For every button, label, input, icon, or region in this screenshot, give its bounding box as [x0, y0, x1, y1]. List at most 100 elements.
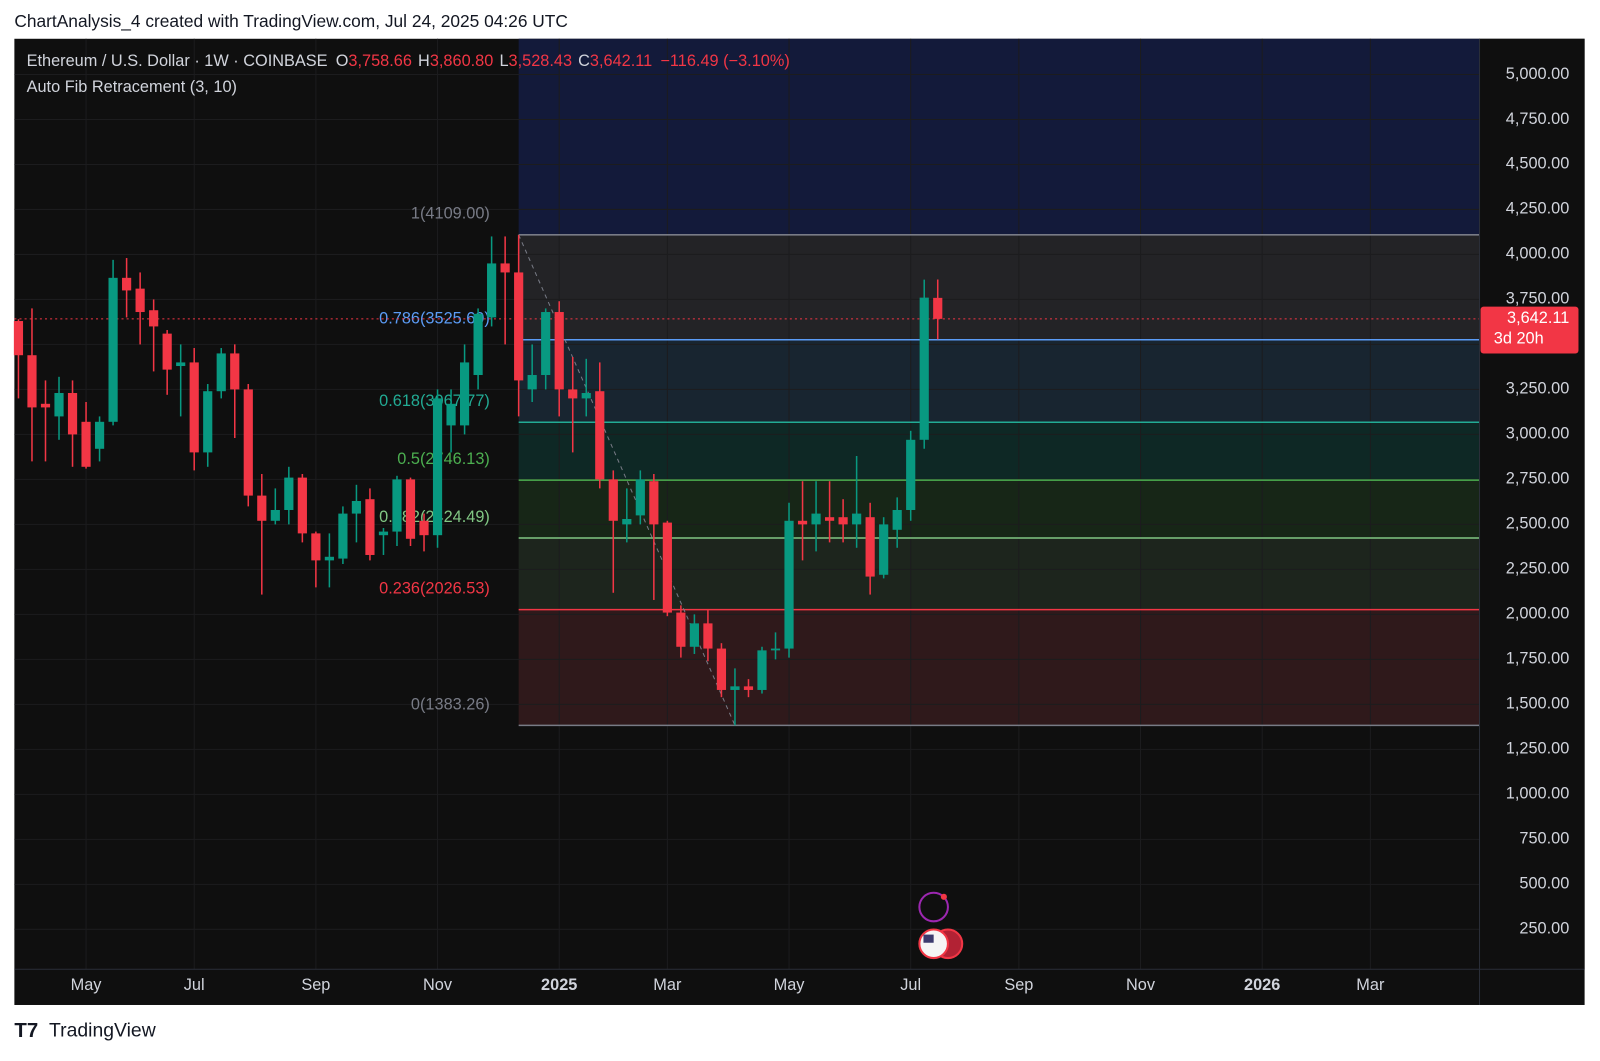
candle-body: [94, 421, 105, 449]
candle-body: [176, 362, 186, 367]
icon: [918, 891, 949, 923]
fib-label: 0.5(2746.13): [397, 450, 490, 468]
y-tick-label: 2,750.00: [1506, 470, 1570, 488]
icon: [940, 893, 947, 900]
fib-zone: [518, 422, 1480, 481]
candle-body: [906, 439, 916, 510]
last-price-box: [1480, 306, 1579, 354]
grid: [14, 38, 1480, 970]
candle-body: [189, 362, 199, 453]
candle-body: [351, 500, 362, 514]
x-tick-label: Nov: [1126, 976, 1156, 994]
candle-body: [581, 393, 591, 399]
candle-body: [203, 391, 213, 453]
ohlc-value: 3,528.43: [509, 53, 573, 71]
indicator-name: Auto Fib Retracement (3, 10): [27, 78, 237, 96]
y-tick-label: 500.00: [1519, 875, 1569, 893]
y-tick-label: 3,250.00: [1506, 380, 1570, 398]
y-tick-label: 1,250.00: [1506, 740, 1570, 758]
y-tick-label: 1,750.00: [1506, 650, 1570, 668]
y-tick-label: 2,250.00: [1506, 560, 1570, 578]
candle-body: [649, 481, 659, 525]
candle-body: [432, 398, 443, 536]
candle-body: [662, 522, 672, 613]
last-price-label: 3,642.11: [1507, 309, 1569, 327]
candle-body: [365, 499, 375, 555]
y-tick-label: 1,500.00: [1506, 695, 1570, 713]
candle-body: [716, 648, 727, 690]
candle-body: [933, 297, 943, 319]
ohlc-key: H: [418, 53, 430, 71]
x-tick-label: May: [774, 976, 806, 994]
candle-body: [378, 531, 389, 536]
fib-label: 0.236(2026.53): [379, 580, 490, 598]
fib-zone: [518, 38, 1480, 235]
candle-body: [257, 495, 267, 521]
candle-body: [743, 686, 754, 690]
x-tick-label: Jul: [184, 976, 205, 994]
candle-body: [892, 509, 902, 530]
fib-zone: [518, 537, 1480, 610]
y-tick-label: 250.00: [1519, 920, 1569, 938]
y-tick-label: 2,500.00: [1506, 515, 1570, 533]
candle-body: [487, 263, 497, 318]
candle-body: [54, 393, 64, 417]
y-tick-label: 3,750.00: [1506, 290, 1570, 308]
y-tick-label: 4,000.00: [1506, 245, 1570, 263]
icon: [918, 928, 949, 960]
x-tick-label: Sep: [1004, 976, 1033, 994]
candle-body: [757, 650, 767, 690]
icon: [923, 934, 934, 943]
candle-body: [824, 517, 835, 521]
x-tick-label: 2026: [1244, 976, 1280, 994]
candle-body: [122, 277, 132, 291]
candle-body: [865, 517, 875, 577]
y-tick-label: 3,000.00: [1506, 425, 1570, 443]
candle-body: [324, 556, 334, 561]
candle-body: [108, 277, 118, 422]
y-tick-label: 2,000.00: [1506, 605, 1570, 623]
ohlc-key: C: [578, 53, 590, 71]
fib-zone: [518, 234, 1480, 340]
x-tick-label: Sep: [301, 976, 330, 994]
candle-body: [514, 272, 524, 381]
y-tick-label: 4,750.00: [1506, 110, 1570, 128]
candle-body: [135, 288, 145, 313]
ohlc-value: 3,642.11: [590, 53, 652, 71]
candle-body: [27, 355, 37, 408]
candle-body: [879, 524, 889, 575]
y-tick-label: 5,000.00: [1506, 65, 1570, 83]
candle-body: [419, 520, 429, 536]
candle-body: [919, 297, 929, 440]
candle-body: [554, 312, 564, 390]
fib-zone: [518, 609, 1480, 726]
x-tick-label: Mar: [653, 976, 682, 994]
ohlc-value: 3,860.80: [430, 53, 494, 71]
candle-body: [595, 391, 605, 480]
candle-body: [338, 513, 348, 559]
candle-body: [405, 479, 416, 539]
fib-zone: [518, 480, 1480, 538]
candle-body: [541, 312, 551, 376]
candle-body: [770, 648, 781, 651]
x-tick-label: Mar: [1356, 976, 1385, 994]
fib-zones: [518, 38, 1480, 726]
candle-body: [297, 477, 307, 534]
candle-body: [243, 389, 253, 496]
candle-body: [446, 403, 456, 426]
candle-body: [230, 353, 240, 390]
candle-body: [527, 375, 537, 390]
candle-body: [676, 612, 686, 647]
candle-body: [852, 513, 862, 525]
fib-label: 0(1383.26): [411, 695, 490, 713]
candle-body: [797, 520, 808, 525]
ohlc-value: 3,758.66: [348, 53, 412, 71]
candles: [13, 234, 943, 726]
candle-body: [392, 479, 402, 532]
candle-body: [473, 313, 483, 376]
candle-body: [622, 518, 632, 525]
ohlc-key: L: [499, 53, 508, 71]
legend-row: Ethereum / U.S. Dollar · 1W · COINBASE O3…: [27, 53, 790, 71]
footer-brand: TradingView: [49, 1020, 157, 1042]
